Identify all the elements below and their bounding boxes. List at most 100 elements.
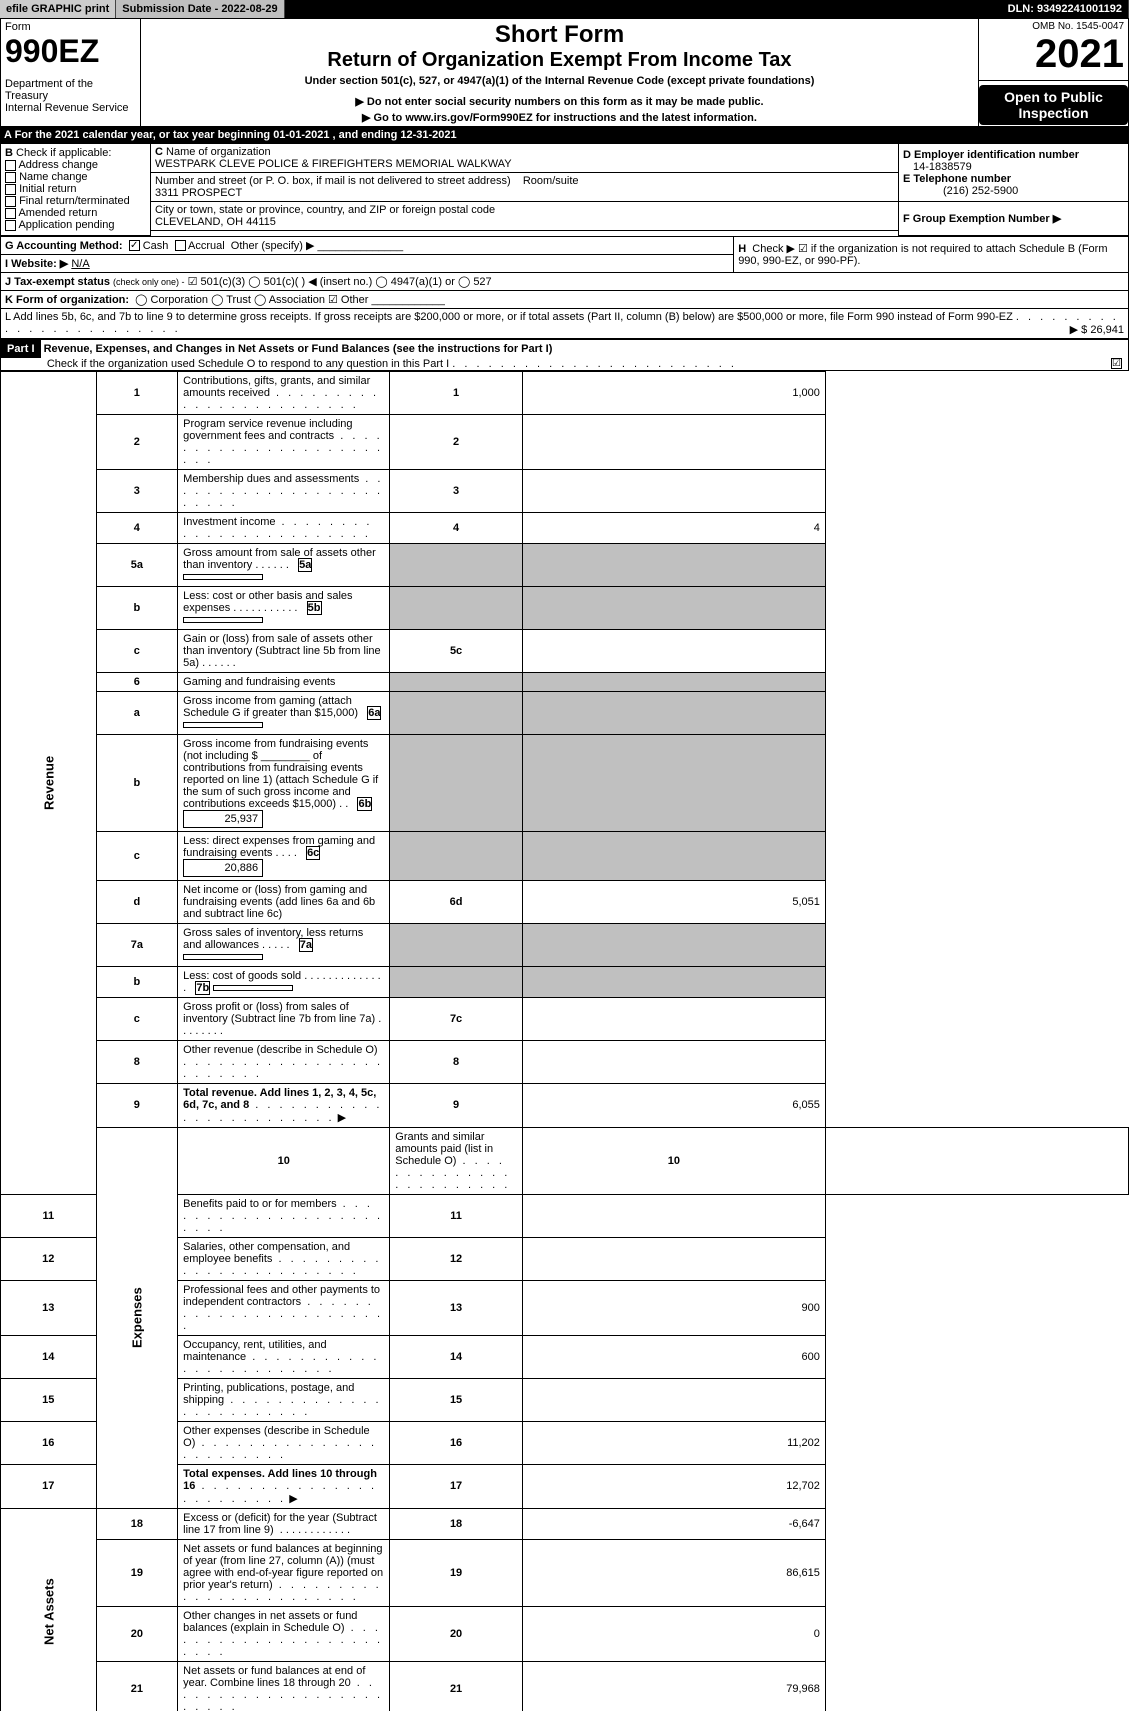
line4-amt: 4	[522, 512, 825, 543]
part1-label: Part I	[1, 340, 41, 358]
under-section: Under section 501(c), 527, or 4947(a)(1)…	[145, 75, 974, 87]
line9-amt: 6,055	[522, 1083, 825, 1127]
goto-link[interactable]: ▶ Go to www.irs.gov/Form990EZ for instru…	[145, 111, 974, 124]
form-word: Form	[5, 21, 136, 33]
b-label: B	[5, 147, 13, 159]
g-accrual: Accrual	[188, 240, 225, 252]
sub6a-label: 6a	[367, 706, 381, 720]
sub7a-label: 7a	[299, 938, 313, 952]
line-10: Expenses 10 Grants and similar amounts p…	[1, 1127, 1129, 1194]
line-9: 9 Total revenue. Add lines 1, 2, 3, 4, 5…	[1, 1083, 1129, 1127]
line6a-text: Gross income from gaming (attach Schedul…	[183, 695, 358, 719]
l-text: L Add lines 5b, 6c, and 7b to line 9 to …	[5, 311, 1013, 323]
city-value: CLEVELAND, OH 44115	[155, 216, 276, 228]
b-item-4: Amended return	[18, 207, 97, 219]
line3-amt	[522, 469, 825, 512]
line-6: 6 Gaming and fundraising events	[1, 672, 1129, 691]
lines-table: Revenue 1 Contributions, gifts, grants, …	[0, 371, 1129, 1711]
sub5b-label: 5b	[307, 601, 322, 615]
line16-amt: 11,202	[522, 1421, 825, 1464]
cash-checkbox[interactable]: ✓	[129, 240, 140, 251]
line-5b: b Less: cost or other basis and sales ex…	[1, 586, 1129, 629]
street-label: Number and street (or P. O. box, if mail…	[155, 175, 511, 187]
dept-line2: Internal Revenue Service	[5, 102, 136, 114]
header-table: Form 990EZ Department of the Treasury In…	[0, 18, 1129, 127]
submission-date: Submission Date - 2022-08-29	[116, 0, 284, 18]
line-7a: 7a Gross sales of inventory, less return…	[1, 923, 1129, 966]
netassets-vertical: Net Assets	[1, 1508, 97, 1711]
line8-text: Other revenue (describe in Schedule O)	[183, 1044, 377, 1056]
expenses-vertical: Expenses	[96, 1127, 178, 1508]
line-3: 3 Membership dues and assessments 3	[1, 469, 1129, 512]
line10-amt	[825, 1127, 1128, 1194]
line6d-text: Net income or (loss) from gaming and fun…	[183, 884, 375, 920]
org-name: WESTPARK CLEVE POLICE & FIREFIGHTERS MEM…	[155, 158, 512, 170]
line-19: 19 Net assets or fund balances at beginn…	[1, 1539, 1129, 1606]
part1-dots	[452, 358, 737, 370]
line-21: 21 Net assets or fund balances at end of…	[1, 1661, 1129, 1711]
g-label: G Accounting Method:	[5, 240, 123, 252]
b-item-2: Initial return	[19, 183, 76, 195]
line18-amt: -6,647	[522, 1508, 825, 1539]
line1-amt: 1,000	[522, 371, 825, 414]
ein-value: 14-1838579	[903, 161, 972, 173]
line3-text: Membership dues and assessments	[183, 473, 359, 485]
line-5a: 5a Gross amount from sale of assets othe…	[1, 543, 1129, 586]
phone-value: (216) 252-5900	[903, 185, 1018, 197]
line-7c: c Gross profit or (loss) from sales of i…	[1, 997, 1129, 1040]
k-opts: ◯ Corporation ◯ Trust ◯ Association ☑ Ot…	[135, 294, 368, 306]
amended-return-checkbox[interactable]	[5, 208, 16, 219]
sub6b-amt: 25,937	[183, 810, 263, 828]
part1-checkbox[interactable]: ☑	[1111, 358, 1122, 369]
city-label: City or town, state or province, country…	[155, 204, 495, 216]
name-change-checkbox[interactable]	[5, 172, 16, 183]
sub7a-amt	[183, 954, 263, 960]
line6-text: Gaming and fundraising events	[183, 676, 335, 688]
app-pending-checkbox[interactable]	[5, 220, 16, 231]
revenue-vertical: Revenue	[1, 371, 97, 1194]
room-label: Room/suite	[523, 175, 579, 187]
b-item-3: Final return/terminated	[19, 195, 130, 207]
main-title: Return of Organization Exempt From Incom…	[145, 49, 974, 72]
line7c-text: Gross profit or (loss) from sales of inv…	[183, 1001, 375, 1025]
accrual-checkbox[interactable]	[175, 240, 186, 251]
j-opts: ☑ 501(c)(3) ◯ 501(c)( ) ◀ (insert no.) ◯…	[188, 276, 492, 288]
line21-amt: 79,968	[522, 1661, 825, 1711]
addr-change-checkbox[interactable]	[5, 160, 16, 171]
line12-amt	[522, 1237, 825, 1280]
dept-line1: Department of the Treasury	[5, 78, 136, 102]
open-public-badge: Open to Public Inspection	[979, 85, 1128, 125]
line6d-amt: 5,051	[522, 880, 825, 923]
efile-label[interactable]: efile GRAPHIC print	[0, 0, 116, 18]
line-6b: b Gross income from fundraising events (…	[1, 734, 1129, 831]
line5c-text: Gain or (loss) from sale of assets other…	[183, 633, 381, 669]
sub6c-label: 6c	[306, 846, 320, 860]
line18-text: Excess or (deficit) for the year (Subtra…	[183, 1512, 377, 1536]
line5a-text: Gross amount from sale of assets other t…	[183, 547, 376, 571]
line21-text: Net assets or fund balances at end of ye…	[183, 1665, 365, 1689]
line7c-amt	[522, 997, 825, 1040]
line-6d: d Net income or (loss) from gaming and f…	[1, 880, 1129, 923]
line5b-text: Less: cost or other basis and sales expe…	[183, 590, 352, 614]
line5c-amt	[522, 629, 825, 672]
line7b-text: Less: cost of goods sold	[183, 970, 301, 982]
line11-text: Benefits paid to or for members	[183, 1198, 336, 1210]
final-return-checkbox[interactable]	[5, 196, 16, 207]
i-label: I Website: ▶	[5, 258, 68, 270]
sub5b-amt	[183, 617, 263, 623]
line11-amt	[522, 1194, 825, 1237]
line6c-text: Less: direct expenses from gaming and fu…	[183, 835, 375, 859]
sub5a-amt	[183, 574, 263, 580]
line17-arrow: ▶	[289, 1493, 297, 1505]
line6b-text1: Gross income from fundraising events (no…	[183, 738, 368, 762]
part1-title: Revenue, Expenses, and Changes in Net As…	[44, 343, 553, 355]
line20-amt: 0	[522, 1606, 825, 1661]
top-bar: efile GRAPHIC print Submission Date - 20…	[0, 0, 1129, 18]
ssn-warning: ▶ Do not enter social security numbers o…	[145, 95, 974, 108]
j-label: J Tax-exempt status	[5, 276, 110, 288]
initial-return-checkbox[interactable]	[5, 184, 16, 195]
line8-amt	[522, 1040, 825, 1083]
line13-amt: 900	[522, 1280, 825, 1335]
line20-text: Other changes in net assets or fund bala…	[183, 1610, 357, 1634]
omb-number: OMB No. 1545-0047	[983, 21, 1124, 32]
